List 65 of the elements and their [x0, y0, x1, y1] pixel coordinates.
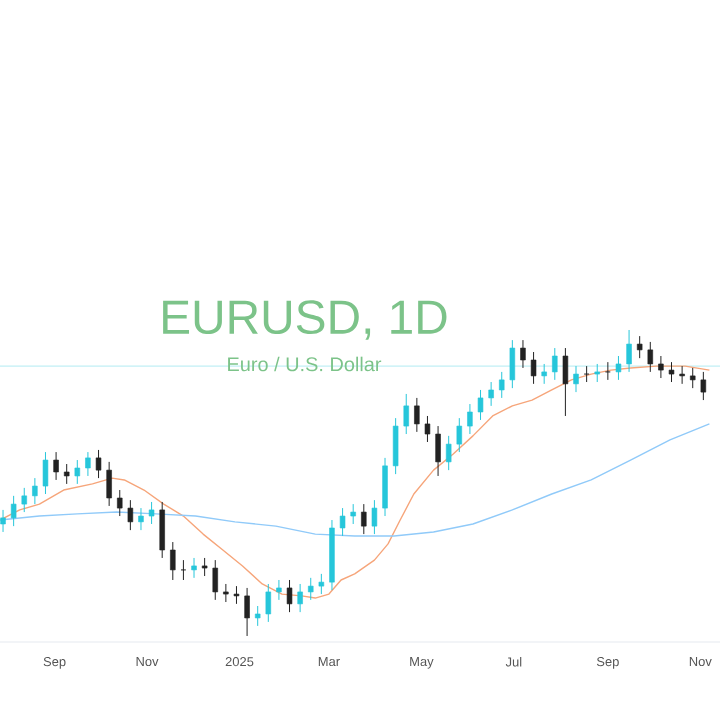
candlestick	[477, 389, 484, 421]
candlestick	[690, 367, 696, 389]
candlestick	[286, 579, 293, 613]
candlestick	[0, 509, 6, 533]
candlestick	[456, 417, 463, 453]
candlestick	[117, 489, 123, 517]
candlestick	[159, 501, 165, 559]
candlestick	[265, 583, 272, 623]
candlestick	[679, 365, 685, 385]
candlestick	[42, 451, 49, 495]
candlestick	[10, 495, 17, 527]
candlestick	[467, 403, 473, 435]
candlestick	[403, 393, 409, 435]
candlestick	[414, 397, 420, 433]
candlestick	[371, 499, 378, 535]
candlestick	[435, 425, 441, 477]
candlestick	[85, 451, 91, 477]
candlestick	[562, 347, 569, 417]
candlestick	[180, 559, 187, 581]
candlestick	[361, 503, 367, 535]
candlestick	[488, 381, 494, 407]
candlestick	[53, 451, 59, 481]
candlestick	[191, 557, 197, 579]
candlestick	[647, 341, 654, 373]
candlestick	[127, 499, 134, 531]
candlestick	[95, 449, 102, 479]
candlestick	[106, 461, 112, 507]
candlestick	[21, 487, 27, 513]
candlestick	[509, 339, 516, 389]
candlestick	[148, 501, 155, 525]
candlestick	[594, 363, 600, 383]
candlestick	[297, 583, 303, 613]
candlestick	[552, 347, 558, 381]
candlestick	[63, 463, 70, 485]
candlestick	[32, 477, 38, 505]
text: Euro / U.S. Dollar	[228, 356, 382, 372]
candlestick	[74, 459, 81, 485]
candlestick	[541, 363, 547, 385]
candlestick	[138, 507, 144, 531]
candlestick	[308, 577, 314, 601]
candlestick	[499, 371, 505, 399]
candlestick	[201, 557, 208, 577]
candlestick	[700, 371, 707, 401]
candlestick	[424, 415, 431, 443]
candlestick	[392, 417, 399, 475]
candlestick	[520, 339, 526, 369]
candlestick	[170, 541, 176, 581]
candlestick	[223, 583, 229, 603]
candlestick	[668, 361, 675, 383]
candlestick	[254, 605, 261, 627]
candlestick	[350, 503, 356, 525]
candlestick	[276, 579, 282, 601]
candlestick	[530, 351, 537, 385]
candlestick	[573, 365, 579, 393]
candlestick	[636, 335, 643, 359]
candlestick	[318, 573, 325, 595]
candlestick	[212, 559, 218, 601]
chart-title: EURUSD, 1D	[163, 300, 447, 340]
candlestick	[626, 329, 632, 373]
candlestick	[244, 587, 250, 637]
candlestick	[339, 507, 346, 537]
candlestick	[382, 457, 388, 517]
candlestick	[658, 355, 664, 379]
candlestick	[445, 435, 452, 471]
candlestick	[615, 355, 622, 381]
